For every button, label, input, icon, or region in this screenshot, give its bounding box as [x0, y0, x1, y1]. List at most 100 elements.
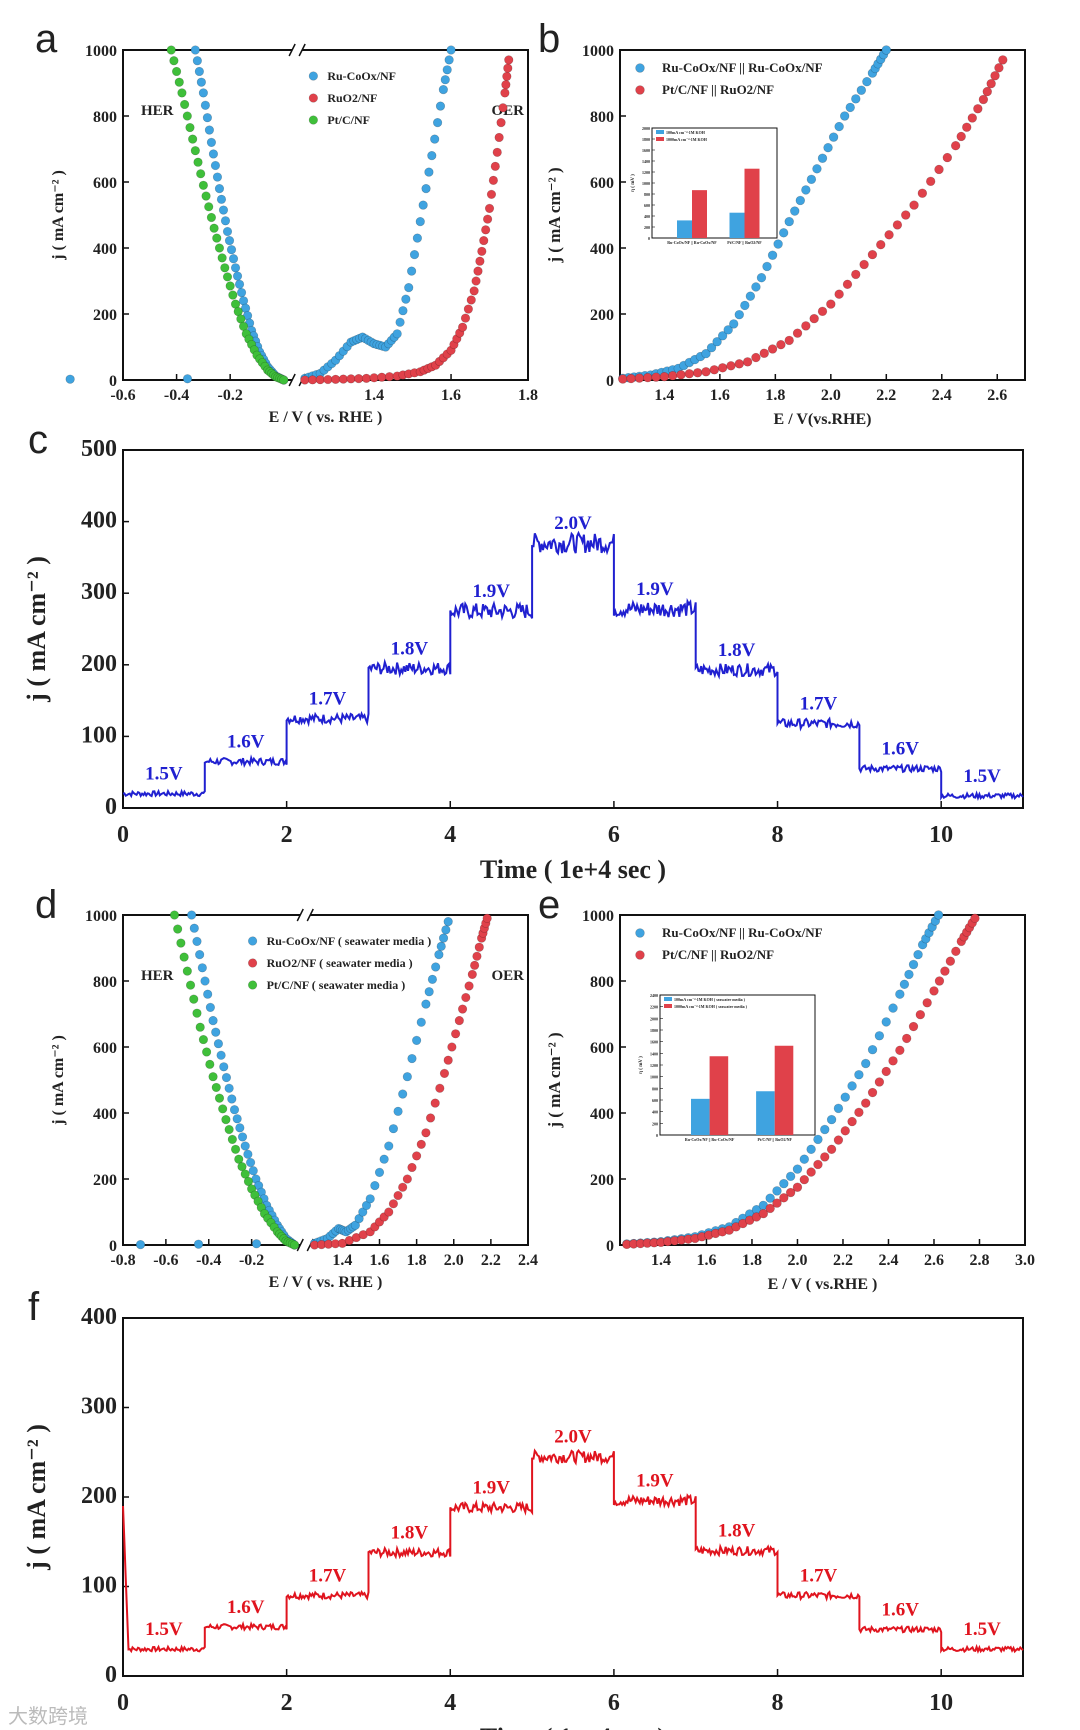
series-red — [622, 913, 980, 1250]
data-point — [790, 206, 800, 216]
data-point — [845, 102, 855, 113]
data-point — [370, 1180, 380, 1191]
data-point — [398, 1089, 408, 1099]
data-point — [806, 1144, 816, 1155]
x-tick-label: 6 — [608, 822, 620, 848]
data-point — [874, 1077, 885, 1087]
data-point — [203, 989, 213, 999]
x-axis-label: Time ( 1e+4 sec ) — [480, 855, 666, 884]
data-point — [461, 992, 471, 1003]
series-red — [309, 913, 492, 1250]
y-axis-label: j ( mA cm⁻² ) — [545, 167, 564, 263]
data-point — [198, 88, 208, 98]
data-point — [792, 1164, 803, 1174]
legend-entry: Pt/C/NF — [327, 113, 370, 127]
data-point — [416, 1139, 426, 1149]
data-point — [401, 294, 411, 304]
data-point — [888, 1003, 898, 1013]
data-point — [734, 309, 744, 320]
data-point — [839, 111, 850, 121]
data-point — [392, 329, 402, 339]
data-point — [635, 85, 645, 95]
data-point — [833, 1135, 844, 1145]
y-tick-label: 200 — [93, 1172, 117, 1189]
x-tick-label: -0.4 — [164, 387, 189, 404]
data-point — [717, 363, 728, 373]
y-tick-label: 1000 — [85, 43, 117, 60]
data-point — [441, 925, 451, 935]
inset-bar-red — [744, 168, 760, 238]
data-point — [772, 1198, 782, 1208]
data-point — [651, 372, 661, 382]
data-point — [874, 1031, 885, 1041]
data-point — [218, 1104, 228, 1114]
data-point — [200, 100, 210, 110]
data-point — [833, 1103, 844, 1114]
y-tick-label: 400 — [81, 508, 117, 534]
legend-entry: Ru-CoOx/NF — [327, 69, 396, 83]
y-tick-label: 600 — [93, 175, 117, 192]
data-point — [490, 161, 500, 171]
panel-letter: a — [35, 17, 58, 61]
inset-y-tick-label: 400 — [652, 1110, 658, 1115]
data-point — [226, 245, 237, 255]
inset-y-tick-label: 1800 — [642, 137, 650, 142]
data-point — [475, 256, 485, 266]
series-green — [166, 45, 289, 385]
data-point — [908, 1021, 919, 1032]
data-point — [460, 313, 471, 323]
data-point — [463, 304, 473, 314]
x-tick-label: 6 — [608, 1690, 620, 1716]
data-point — [915, 1009, 926, 1020]
data-point — [742, 357, 753, 367]
data-point — [817, 306, 828, 317]
data-point — [502, 71, 512, 81]
inset-category-label: Ru-CoOx/NF || Ru-CoOx/NF — [685, 1137, 735, 1142]
data-point — [820, 1124, 830, 1135]
data-point — [474, 942, 484, 952]
inset-y-tick-label: 600 — [644, 203, 650, 208]
inset-legend-entry: 100mA cm⁻²-1M KOH — [666, 130, 706, 135]
data-point — [430, 1098, 440, 1108]
step-voltage-label: 1.7V — [800, 694, 838, 715]
axis-break-bottom-gap — [300, 1239, 311, 1251]
data-point — [245, 1157, 256, 1168]
data-point — [421, 184, 431, 194]
data-point — [193, 1239, 204, 1249]
data-point — [251, 1239, 262, 1249]
legend-entry: RuO2/NF — [327, 91, 377, 105]
x-tick-label: 2.2 — [481, 1252, 501, 1269]
data-point — [197, 963, 207, 973]
data-point — [208, 1072, 218, 1082]
data-point — [393, 1106, 403, 1116]
data-point — [813, 1134, 823, 1145]
data-point — [451, 1029, 461, 1039]
data-point — [635, 63, 645, 73]
y-tick-label: 0 — [105, 1662, 117, 1688]
y-axis-label: j ( mA cm⁻² ) — [50, 170, 67, 261]
inset-y-tick-label: 600 — [652, 1098, 658, 1103]
data-point — [395, 317, 405, 327]
data-point — [393, 1190, 403, 1201]
x-tick-label: 1.6 — [696, 1252, 716, 1269]
current-trace — [122, 530, 1024, 801]
data-point — [758, 1208, 769, 1219]
data-point — [828, 132, 839, 142]
data-point — [438, 933, 449, 943]
data-point — [909, 200, 919, 210]
data-point — [740, 300, 750, 311]
y-tick-label: 200 — [93, 307, 117, 324]
data-point — [434, 949, 444, 960]
y-tick-label: 800 — [93, 109, 117, 126]
x-tick-label: 4 — [444, 1690, 456, 1716]
data-point — [188, 134, 198, 144]
data-point — [842, 279, 853, 289]
inset-y-tick-label: 400 — [644, 214, 650, 219]
data-point — [892, 220, 903, 230]
legend-entry: RuO2/NF ( seawater media ) — [267, 956, 413, 970]
y-axis-label: j ( mA cm⁻² ) — [22, 556, 51, 703]
x-tick-label: 2.4 — [932, 387, 952, 404]
data-point — [224, 1083, 234, 1093]
data-point — [726, 361, 736, 371]
inset-y-tick-label: 800 — [644, 192, 650, 197]
